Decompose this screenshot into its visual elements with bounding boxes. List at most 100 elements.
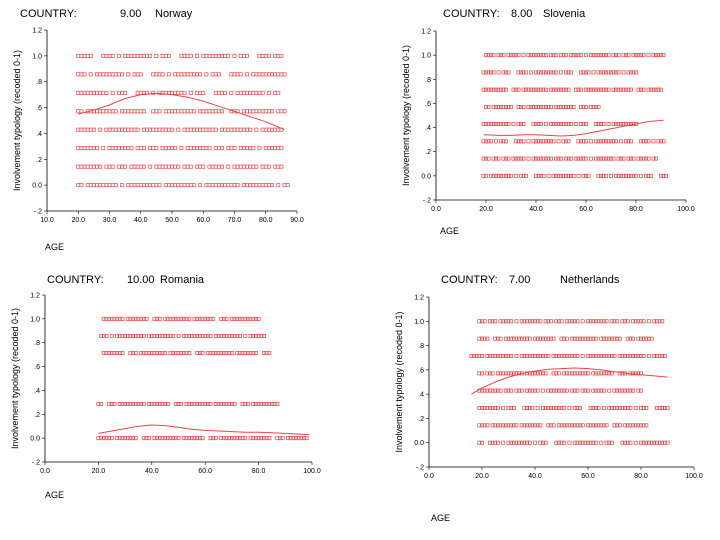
scatter-point	[208, 333, 213, 338]
scatter-point	[584, 87, 588, 92]
scatter-point	[104, 90, 109, 95]
scatter-point	[496, 173, 501, 178]
scatter-point	[536, 122, 541, 127]
scatter-point	[525, 354, 530, 358]
scatter-point	[525, 440, 530, 445]
scatter-point	[604, 423, 609, 428]
scatter-point	[294, 436, 298, 441]
scatter-point	[237, 351, 242, 355]
scatter-point	[248, 127, 253, 132]
scatter-point	[155, 316, 160, 321]
scatter-point	[189, 402, 194, 406]
scatter-point	[633, 371, 638, 376]
scatter-point	[154, 146, 159, 151]
scatter-point	[256, 316, 261, 321]
scatter-point	[549, 104, 553, 109]
scatter-point	[526, 104, 531, 109]
scatter-point	[661, 53, 666, 58]
scatter-point	[139, 351, 144, 355]
scatter-point	[115, 316, 120, 321]
scatter-point	[551, 388, 556, 393]
scatter-point	[227, 436, 232, 441]
y-tick-label--2: -.2	[32, 460, 40, 467]
scatter-point	[503, 336, 508, 341]
scatter-point	[141, 164, 146, 169]
scatter-point	[184, 402, 189, 406]
scatter-point	[109, 436, 114, 441]
scatter-point	[657, 406, 662, 410]
scatter-point	[506, 440, 511, 445]
scatter-point	[660, 354, 665, 358]
scatter-point	[501, 139, 506, 144]
scatter-point	[211, 351, 216, 355]
scatter-point	[574, 122, 578, 127]
scatter-point	[636, 336, 641, 341]
scatter-point	[165, 316, 170, 321]
scatter-point	[575, 319, 580, 324]
scatter-point	[197, 333, 202, 338]
scatter-point	[566, 139, 571, 144]
scatter-point	[197, 316, 202, 321]
scatter-point	[521, 104, 526, 109]
scatter-point	[184, 436, 189, 441]
x-tick-label-70-0: 70.0	[228, 217, 242, 224]
scatter-point	[612, 336, 617, 341]
scatter-point	[541, 173, 546, 178]
scatter-point	[187, 316, 192, 321]
scatter-point	[541, 87, 546, 92]
scatter-point	[133, 351, 138, 355]
scatter-point	[539, 87, 543, 92]
scatter-point	[481, 173, 486, 178]
scatter-point	[541, 104, 546, 109]
scatter-point	[267, 402, 272, 406]
scatter-point	[594, 122, 598, 127]
scatter-point	[485, 388, 490, 393]
scatter-point	[506, 156, 511, 161]
scatter-point	[588, 406, 593, 410]
scatter-point	[538, 336, 543, 341]
scatter-point	[604, 139, 608, 144]
scatter-point	[538, 371, 543, 376]
scatter-point	[604, 173, 608, 178]
scatter-point	[506, 122, 511, 127]
scatter-point	[499, 173, 503, 178]
scatter-point	[151, 90, 156, 95]
scatter-point	[485, 406, 490, 410]
scatter-point	[509, 354, 514, 358]
scatter-point	[531, 122, 536, 127]
scatter-point	[646, 173, 651, 178]
scatter-point	[229, 90, 234, 95]
scatter-point	[499, 139, 503, 144]
scatter-point	[221, 436, 226, 441]
scatter-point	[200, 333, 205, 338]
scatter-point	[531, 87, 536, 92]
scatter-point	[99, 436, 104, 441]
x-tick-label-80-0: 80.0	[634, 473, 648, 480]
scatter-point	[601, 371, 606, 376]
y-tick-label-1-0: 1.0	[32, 53, 42, 60]
scatter-point	[101, 333, 106, 338]
scatter-point	[120, 351, 125, 355]
scatter-point	[235, 351, 240, 355]
scatter-point	[524, 70, 528, 75]
scatter-point	[539, 104, 543, 109]
scatter-point	[588, 319, 593, 324]
scatter-point	[546, 156, 551, 161]
scatter-point	[525, 406, 530, 410]
scatter-point	[480, 336, 484, 341]
scatter-point	[279, 146, 284, 151]
scatter-point	[147, 436, 152, 441]
scatter-point	[253, 351, 258, 355]
scatter-point	[612, 406, 617, 410]
scatter-point	[646, 440, 651, 445]
scatter-point	[572, 371, 577, 376]
scatter-point	[261, 402, 266, 406]
scatter-point	[584, 53, 588, 58]
scatter-point	[651, 87, 656, 92]
scatter-point	[531, 104, 536, 109]
scatter-point	[486, 87, 491, 92]
scatter-point	[574, 156, 578, 161]
scatter-point	[163, 436, 168, 441]
scatter-point	[133, 333, 138, 338]
scatter-point	[503, 388, 508, 393]
